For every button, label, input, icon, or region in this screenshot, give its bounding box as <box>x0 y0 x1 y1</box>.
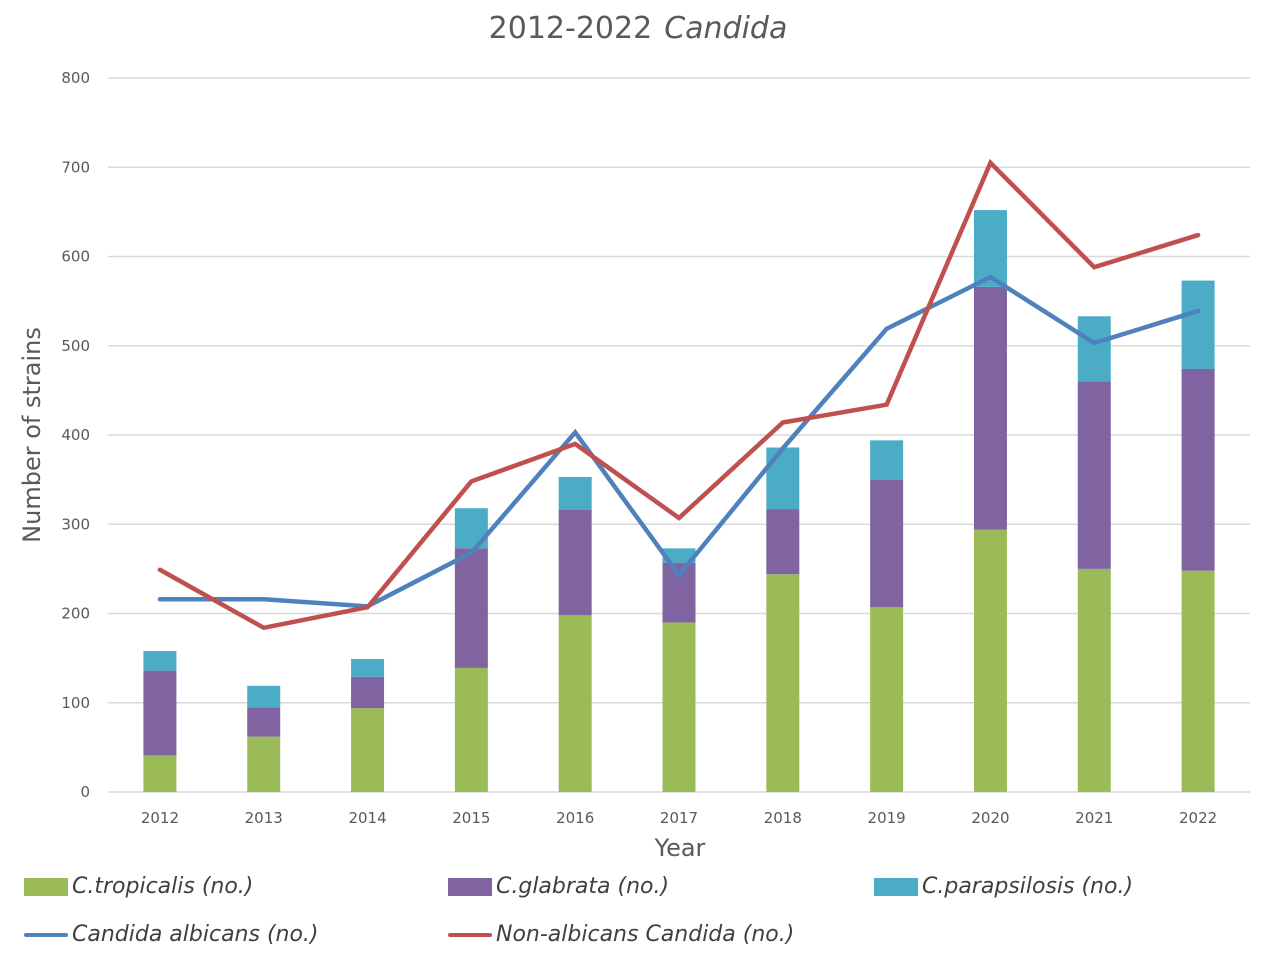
y-tick-label: 500 <box>61 337 90 355</box>
bar-segment-parapsilosis <box>973 210 1007 287</box>
x-tick-label: 2012 <box>141 809 179 827</box>
bar-segment-tropicalis <box>1181 570 1215 792</box>
legend-label: C.tropicalis (no.) <box>72 874 254 899</box>
bar-segment-parapsilosis <box>143 650 177 671</box>
y-tick-label: 400 <box>61 426 90 444</box>
bar-segment-parapsilosis <box>1077 316 1111 382</box>
bar-segment-parapsilosis <box>870 440 904 480</box>
bar-segment-parapsilosis <box>351 659 385 677</box>
x-tick-label: 2022 <box>1179 809 1217 827</box>
chart-title-italic: Candida <box>664 11 787 46</box>
bar-segment-glabrata <box>1181 368 1215 571</box>
bar-segment-parapsilosis <box>766 447 800 510</box>
x-tick-label: 2019 <box>868 809 906 827</box>
chart-canvas: 2012-2022 Candida 0 100 200 300 400 500 600 700 8… <box>18 11 1250 862</box>
y-axis-title: Number of strains <box>18 327 46 543</box>
legend-swatch-tropicalis <box>24 877 68 896</box>
legend-item-tropicalis: C.tropicalis (no.) <box>24 874 253 899</box>
chart-title: 2012-2022 Candida <box>489 11 788 46</box>
bar-segment-parapsilosis <box>1181 280 1215 369</box>
gridlines <box>108 77 1250 793</box>
bar-segment-glabrata <box>1077 381 1111 569</box>
bar-segment-tropicalis <box>973 529 1007 792</box>
legend-line-albicans <box>24 932 68 937</box>
chart-title-main: 2012-2022 <box>489 11 653 46</box>
bar-segment-tropicalis <box>351 708 385 792</box>
x-axis-ticks: 2012 2013 2014 2015 2016 2017 2018 2019 2020 2021… <box>141 809 1217 827</box>
bar-segment-glabrata <box>973 286 1007 530</box>
legend-label: Candida albicans (no.) <box>72 922 319 947</box>
legend-item-albicans: Candida albicans (no.) <box>24 922 319 947</box>
bar-segment-tropicalis <box>662 622 696 792</box>
legend-swatch-glabrata <box>448 877 492 896</box>
x-tick-label: 2018 <box>764 809 802 827</box>
legend-line-non-albicans <box>448 932 492 937</box>
x-tick-label: 2021 <box>1075 809 1113 827</box>
y-axis-ticks: 0 100 200 300 400 500 600 700 800 <box>61 69 90 801</box>
x-tick-label: 2015 <box>452 809 490 827</box>
bar-segment-glabrata <box>558 509 592 616</box>
bar-segment-glabrata <box>454 548 488 668</box>
line-non-albicans <box>157 158 1201 631</box>
x-axis-title: Year <box>654 834 706 862</box>
bar-segment-glabrata <box>143 670 177 756</box>
bar-segment-tropicalis <box>247 736 281 792</box>
bar-segment-glabrata <box>351 676 385 709</box>
bar-segment-glabrata <box>870 479 904 608</box>
bar-segment-tropicalis <box>1077 568 1111 792</box>
legend-label: Non-albicans Candida (no.) <box>496 922 795 947</box>
legend-item-glabrata: C.glabrata (no.) <box>448 874 669 899</box>
bar-segment-tropicalis <box>143 755 177 792</box>
bars <box>143 210 1215 792</box>
bar-segment-tropicalis <box>454 667 488 792</box>
y-tick-label: 200 <box>61 605 90 623</box>
x-tick-label: 2020 <box>971 809 1009 827</box>
bar-segment-tropicalis <box>870 607 904 792</box>
y-tick-label: 800 <box>61 69 90 87</box>
bar-segment-parapsilosis <box>247 685 281 708</box>
bar-segment-parapsilosis <box>558 476 592 510</box>
x-tick-label: 2017 <box>660 809 698 827</box>
legend-item-non-albicans: Non-albicans Candida (no.) <box>448 922 794 947</box>
legend-swatch-parapsilosis <box>874 877 918 896</box>
legend: C.tropicalis (no.) C.glabrata (no.) C.pa… <box>0 868 1261 966</box>
x-tick-label: 2014 <box>348 809 386 827</box>
y-tick-label: 700 <box>61 158 90 176</box>
x-tick-label: 2016 <box>556 809 594 827</box>
y-tick-label: 300 <box>61 515 90 533</box>
y-tick-label: 0 <box>80 783 90 801</box>
bar-segment-glabrata <box>766 509 800 575</box>
line-albicans <box>157 274 1201 609</box>
bar-segment-tropicalis <box>766 574 800 792</box>
bar-segment-glabrata <box>247 707 281 737</box>
bar-segment-parapsilosis <box>662 548 696 563</box>
legend-label: C.parapsilosis (no.) <box>922 874 1134 899</box>
y-tick-label: 600 <box>61 248 90 266</box>
legend-label: C.glabrata (no.) <box>496 874 670 899</box>
y-tick-label: 100 <box>61 694 90 712</box>
legend-item-parapsilosis: C.parapsilosis (no.) <box>874 874 1133 899</box>
bar-segment-tropicalis <box>558 615 592 792</box>
lines <box>157 158 1201 631</box>
x-tick-label: 2013 <box>245 809 283 827</box>
